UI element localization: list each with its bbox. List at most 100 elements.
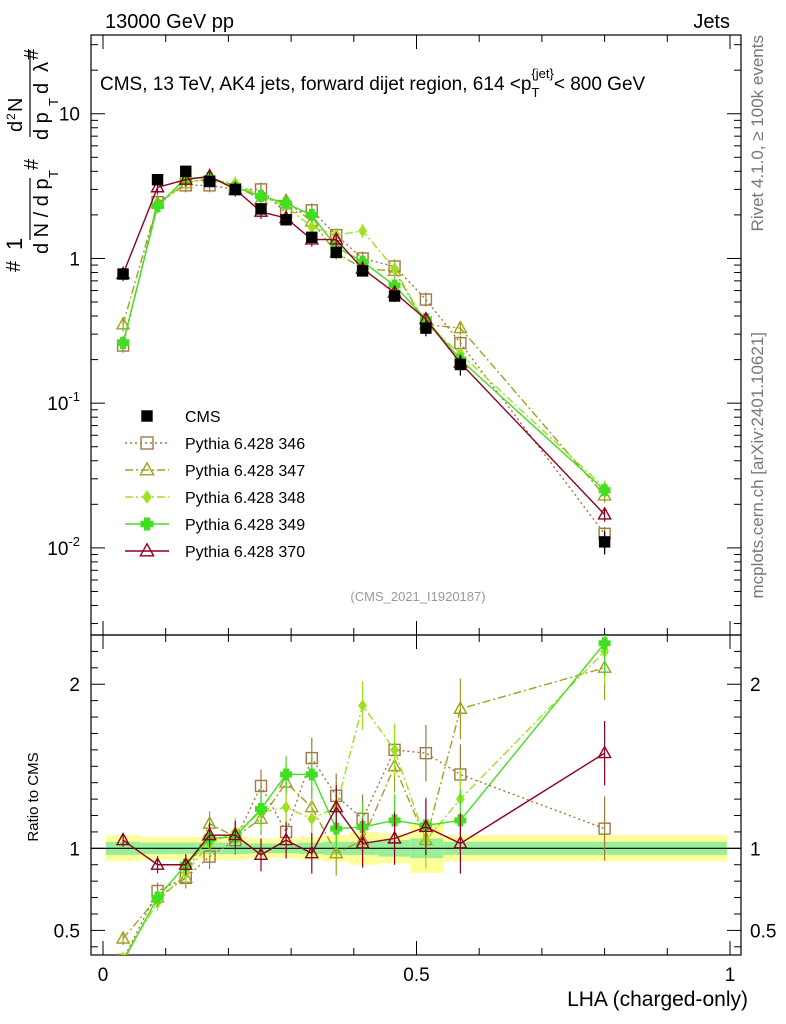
series-point	[597, 506, 612, 520]
ratio-point	[453, 700, 468, 714]
legend-marker-cms	[141, 410, 153, 422]
mcplots-label: mcplots.cern.ch [arXiv:2401.10621]	[748, 332, 767, 598]
svg-text:d: d	[31, 83, 53, 94]
data-point	[388, 290, 401, 302]
data-point	[454, 358, 467, 371]
series-point	[329, 231, 344, 245]
svg-text:T: T	[46, 98, 61, 106]
data-point	[203, 175, 216, 188]
ratio-point	[254, 779, 268, 793]
ratio-point	[202, 827, 217, 841]
main-panel: 10-2 10-1 1 10	[47, 34, 742, 636]
ratio-point	[329, 799, 344, 813]
svg-text:d p: d p	[31, 112, 53, 140]
y-axis-label-main: # 1 d N / d p T # d 2 N d p T d λ #	[2, 48, 61, 272]
ratio-point	[115, 832, 131, 846]
rivet-label: Rivet 4.1.0, ≥ 100k events	[748, 35, 767, 231]
data-point	[330, 246, 342, 259]
ratio-tick-label-right: 2	[750, 675, 761, 696]
legend-marker	[140, 436, 154, 450]
ratio-point	[116, 953, 130, 955]
ratio-panel: 0 0.5 1 0.5 0.5 1 1 2 2	[54, 634, 776, 986]
legend: CMS Pythia 6.428 346 Pythia 6.428 347 Pythi…	[125, 409, 305, 561]
data-point	[280, 214, 292, 226]
series-point	[305, 208, 318, 221]
series-point	[598, 484, 611, 497]
ratio-point	[598, 822, 611, 835]
series-point	[255, 190, 268, 203]
energy-label: 13000 GeV pp	[105, 11, 234, 33]
ratio-point	[305, 768, 318, 781]
ratio-point	[178, 856, 193, 870]
series-point	[419, 293, 433, 306]
legend-label: Pythia 6.428 370	[185, 544, 305, 561]
ratio-point	[358, 699, 368, 712]
series-point	[307, 220, 317, 234]
ratio-point	[387, 830, 402, 844]
data-point	[598, 536, 611, 548]
legend-label: Pythia 6.428 349	[185, 517, 305, 534]
ratio-line	[124, 650, 606, 955]
ratio-point	[419, 746, 433, 760]
series-line	[122, 184, 606, 535]
legend-marker	[140, 517, 154, 531]
svg-text:T: T	[46, 170, 61, 178]
ratio-point	[151, 891, 164, 904]
legend-label: Pythia 6.428 346	[185, 436, 305, 453]
ratio-point	[278, 832, 294, 846]
data-point	[306, 231, 318, 244]
ratio-point	[304, 845, 320, 859]
legend-marker	[142, 490, 152, 504]
data-point	[255, 203, 267, 215]
data-point	[356, 265, 369, 277]
data-point	[117, 268, 129, 280]
ratio-frame	[90, 634, 742, 956]
ratio-series-group	[115, 635, 612, 955]
data-point	[180, 165, 192, 178]
ratio-point	[228, 827, 243, 841]
ratio-point	[255, 802, 268, 815]
legend-label: CMS	[185, 409, 221, 426]
ratio-point	[418, 818, 434, 833]
series-point	[115, 316, 131, 330]
x-tick-label: 1	[725, 965, 736, 986]
series-point	[597, 487, 612, 501]
ratio-tick-label: 0.5	[54, 921, 80, 942]
ratio-tick-label-right: 1	[750, 839, 761, 860]
ratio-point	[329, 845, 344, 859]
chart-title: CMS, 13 TeV, AK4 jets, forward dijet reg…	[100, 66, 646, 100]
ratio-point	[355, 835, 370, 849]
ratio-tick-label-right: 0.5	[750, 921, 776, 942]
ratio-point	[453, 835, 468, 849]
ratio-tick-label: 1	[69, 839, 80, 860]
x-axis-label: LHA (charged-only)	[567, 988, 748, 1011]
ratio-point	[598, 637, 611, 650]
ratio-point	[307, 812, 317, 826]
analysis-id: (CMS_2021_I1920187)	[350, 589, 485, 604]
x-tick-label: 0	[98, 965, 109, 986]
data-point	[420, 322, 432, 334]
series-point	[178, 171, 193, 185]
series-point	[280, 197, 293, 210]
y-tick-label: 10-1	[47, 389, 80, 415]
legend-label: Pythia 6.428 347	[185, 463, 305, 480]
ratio-point	[390, 743, 400, 757]
svg-text:1: 1	[2, 238, 27, 250]
series-point	[117, 337, 130, 350]
ratio-tick-label: 2	[69, 675, 80, 696]
ratio-point	[150, 856, 165, 870]
ratio-point	[115, 930, 131, 944]
svg-text:#: #	[21, 48, 43, 60]
svg-text:#: #	[21, 158, 43, 170]
svg-text:d N / d p: d N / d p	[31, 178, 53, 254]
ratio-point	[253, 846, 269, 860]
series-point	[390, 262, 400, 276]
legend-marker	[139, 542, 155, 557]
svg-text:#: #	[3, 260, 25, 272]
legend-marker	[139, 461, 155, 476]
y-tick-label: 1	[69, 249, 80, 270]
ratio-point	[597, 745, 612, 759]
svg-text:λ: λ	[31, 62, 53, 72]
svg-text:2: 2	[4, 113, 18, 120]
